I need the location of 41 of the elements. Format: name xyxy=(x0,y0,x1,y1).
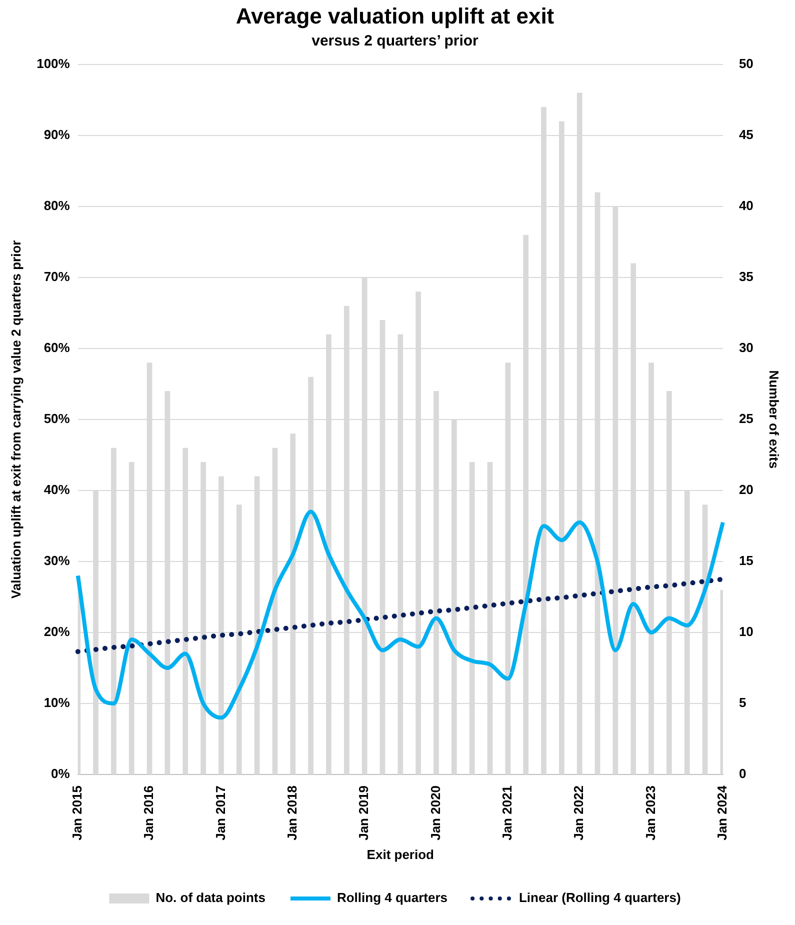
y-tick-label: 10% xyxy=(44,695,70,710)
y2-tick-label: 5 xyxy=(738,695,746,710)
x-tick-label: Jan 2024 xyxy=(714,784,730,840)
y2-tick-label: 40 xyxy=(738,198,754,213)
y2-tick-label: 45 xyxy=(738,126,754,142)
x-tick-label: Jan 2022 xyxy=(571,785,586,840)
y2-tick-label: 35 xyxy=(738,269,754,284)
x-tick-label: Jan 2017 xyxy=(212,785,228,840)
legend-label: No. of data points xyxy=(156,890,266,906)
x-tick-label: Jan 2023 xyxy=(642,785,658,840)
chart-subtitle: versus 2 quarters’ prior xyxy=(312,32,479,50)
x-tick-label: Jan 2016 xyxy=(141,785,156,840)
legend-label: Rolling 4 quarters xyxy=(336,890,448,906)
x-tick-label: Jan 2018 xyxy=(284,785,300,840)
x-axis-title: Exit period xyxy=(366,846,434,862)
y2-tick-label: 0 xyxy=(738,766,746,782)
y-tick-label: 70% xyxy=(44,269,70,284)
y-axis-title: Valuation uplift at exit from carrying value 2 quarters prior xyxy=(8,240,24,599)
y2-tick-label: 25 xyxy=(738,411,754,426)
x-tick-label: Jan 2021 xyxy=(499,785,514,840)
line-series xyxy=(76,510,725,720)
y2-tick-label: 20 xyxy=(738,482,754,498)
legend-label: Linear (Rolling 4 quarters) xyxy=(518,890,681,906)
y-tick-label: 40% xyxy=(44,482,70,498)
y-tick-label: 20% xyxy=(44,624,70,640)
chart-title: Average valuation uplift at exit xyxy=(236,3,555,28)
y-tick-label: 60% xyxy=(44,340,70,356)
y-tick-label: 100% xyxy=(36,56,70,71)
y-tick-label: 30% xyxy=(44,553,70,568)
y2-tick-label: 10 xyxy=(738,624,754,640)
y2-tick-label: 30 xyxy=(738,340,754,356)
y2-tick-label: 15 xyxy=(738,553,754,568)
x-tick-label: Jan 2019 xyxy=(356,785,372,840)
y-tick-label: 90% xyxy=(44,126,70,142)
x-tick-label: Jan 2020 xyxy=(428,785,443,840)
y-tick-label: 50% xyxy=(44,411,70,426)
y2-tick-label: 50 xyxy=(738,56,754,71)
x-tick-label: Jan 2015 xyxy=(69,785,84,840)
y-tick-label: 0% xyxy=(51,766,70,782)
y2-axis-title: Number of exits xyxy=(766,370,782,469)
y-tick-label: 80% xyxy=(44,198,70,213)
